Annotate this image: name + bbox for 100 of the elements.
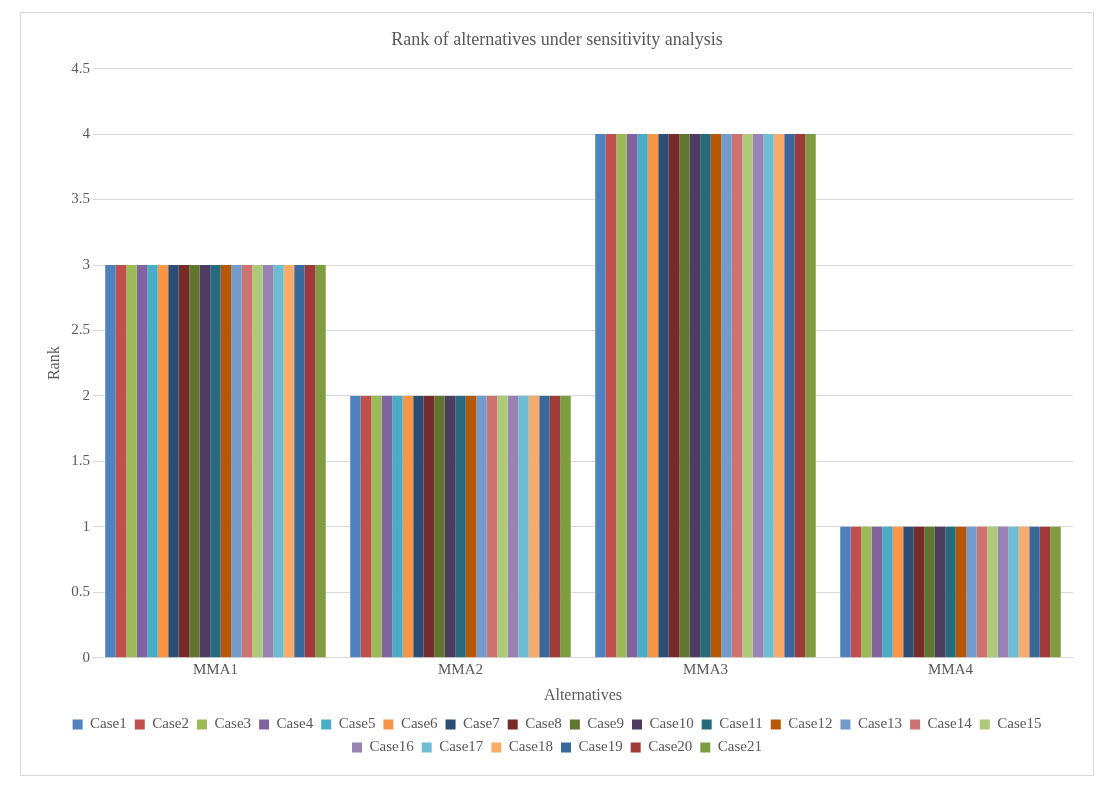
bar (315, 265, 326, 658)
bar (840, 526, 851, 658)
bar (1050, 526, 1061, 658)
bar (304, 265, 316, 658)
bar (273, 265, 284, 658)
bar (444, 395, 456, 658)
bar (455, 395, 466, 658)
bar (605, 134, 617, 658)
bar (773, 134, 785, 658)
bar (528, 395, 540, 658)
y-tick-label: 2.5 (71, 321, 90, 338)
legend-label: Case15 (997, 715, 1042, 732)
legend-label: Case17 (439, 738, 484, 755)
bar (976, 526, 988, 658)
legend-label: Case9 (587, 715, 625, 732)
legend-label: Case4 (276, 715, 314, 732)
bar (679, 134, 690, 658)
bar (689, 134, 701, 658)
bar (1018, 526, 1030, 658)
y-tick-label: 4 (82, 125, 91, 141)
legend-label: Case12 (788, 715, 833, 732)
y-tick-label: 3 (82, 255, 90, 272)
bar (465, 395, 477, 658)
y-tick-label: 0 (82, 648, 90, 665)
bar (763, 134, 774, 658)
y-tick-label: 2 (82, 386, 90, 403)
bar (210, 265, 221, 658)
bar (231, 265, 242, 658)
bar (136, 265, 148, 658)
bar (539, 395, 550, 658)
legend-label: Case14 (927, 715, 973, 732)
bar (805, 134, 816, 658)
bar (934, 526, 946, 658)
legend-label: Case16 (369, 738, 415, 755)
bar (294, 265, 305, 658)
chart-title: Rank of alternatives under sensitivity analysis (391, 28, 723, 49)
bar (903, 526, 914, 658)
bar (126, 265, 137, 658)
legend-label: Case13 (857, 715, 903, 732)
bar (731, 134, 743, 658)
bar (413, 395, 424, 658)
bar (700, 134, 711, 658)
bar (371, 395, 382, 658)
bar (595, 134, 606, 658)
bar (476, 395, 487, 658)
bar (752, 134, 764, 658)
bar (647, 134, 659, 658)
bar (105, 265, 116, 658)
bar (658, 134, 669, 658)
y-tick-label: 1 (82, 517, 90, 534)
bar (360, 395, 372, 658)
bar (392, 395, 403, 658)
y-tick-label: 0.5 (71, 583, 90, 600)
legend-label: Case7 (463, 715, 501, 732)
bar (913, 526, 925, 658)
bar (861, 526, 872, 658)
legend-label: Case8 (525, 715, 562, 732)
bar (283, 265, 295, 658)
bar (381, 395, 393, 658)
bar (1029, 526, 1040, 658)
bar (892, 526, 904, 658)
legend-label: Case6 (400, 715, 439, 732)
bar (1008, 526, 1019, 658)
bar (668, 134, 680, 658)
bar (147, 265, 158, 658)
x-tick-label: MMA2 (437, 660, 483, 677)
x-tick-label: MMA1 (192, 660, 238, 677)
bar (945, 526, 956, 658)
y-axis-title: Rank (44, 346, 62, 381)
legend-label: Case11 (719, 715, 763, 732)
bar (350, 395, 361, 658)
bar (168, 265, 179, 658)
bar (850, 526, 862, 658)
bar (220, 265, 232, 658)
legend-label: Case5 (338, 715, 376, 732)
legend-label: Case21 (717, 738, 762, 755)
bar (189, 265, 200, 658)
legend-label: Case1 (90, 715, 127, 732)
bar (262, 265, 274, 658)
bar (199, 265, 211, 658)
bar (241, 265, 253, 658)
bar (924, 526, 935, 658)
bar (955, 526, 967, 658)
bar (115, 265, 127, 658)
bar (616, 134, 627, 658)
bar (987, 526, 998, 658)
y-tick-label: 1.5 (71, 452, 90, 469)
bar (560, 395, 571, 658)
legend-label: Case18 (508, 738, 554, 755)
bar (742, 134, 753, 658)
legend-label: Case20 (648, 738, 693, 755)
bar (626, 134, 638, 658)
bar (637, 134, 648, 658)
bar (157, 265, 169, 658)
x-tick-label: MMA3 (682, 660, 728, 677)
bar (784, 134, 795, 658)
legend-label: Case3 (214, 715, 252, 732)
y-tick-label: 3.5 (71, 190, 90, 207)
bar (710, 134, 722, 658)
bar (871, 526, 883, 658)
